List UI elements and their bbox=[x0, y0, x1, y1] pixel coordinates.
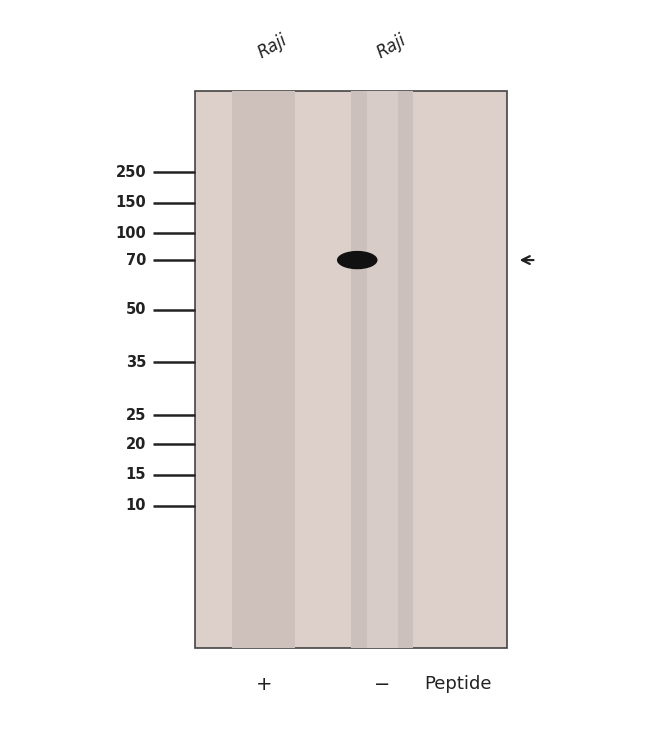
Text: +: + bbox=[255, 675, 272, 694]
Ellipse shape bbox=[337, 251, 378, 269]
Bar bbox=[233, 92, 295, 648]
Text: 250: 250 bbox=[116, 165, 146, 179]
Text: 15: 15 bbox=[125, 467, 146, 482]
Text: 50: 50 bbox=[125, 302, 146, 317]
Text: 70: 70 bbox=[126, 253, 146, 268]
Text: 20: 20 bbox=[126, 437, 146, 452]
Text: 150: 150 bbox=[116, 195, 146, 210]
Text: Raji: Raji bbox=[255, 31, 291, 62]
Text: Peptide: Peptide bbox=[424, 676, 491, 693]
Text: 35: 35 bbox=[126, 355, 146, 370]
Bar bbox=[367, 92, 398, 648]
Text: 100: 100 bbox=[116, 226, 146, 241]
Text: 25: 25 bbox=[126, 408, 146, 423]
Bar bbox=[351, 92, 413, 648]
Text: 10: 10 bbox=[125, 498, 146, 513]
Text: −: − bbox=[374, 675, 391, 694]
Text: Raji: Raji bbox=[373, 31, 409, 62]
Bar bbox=[195, 92, 507, 648]
